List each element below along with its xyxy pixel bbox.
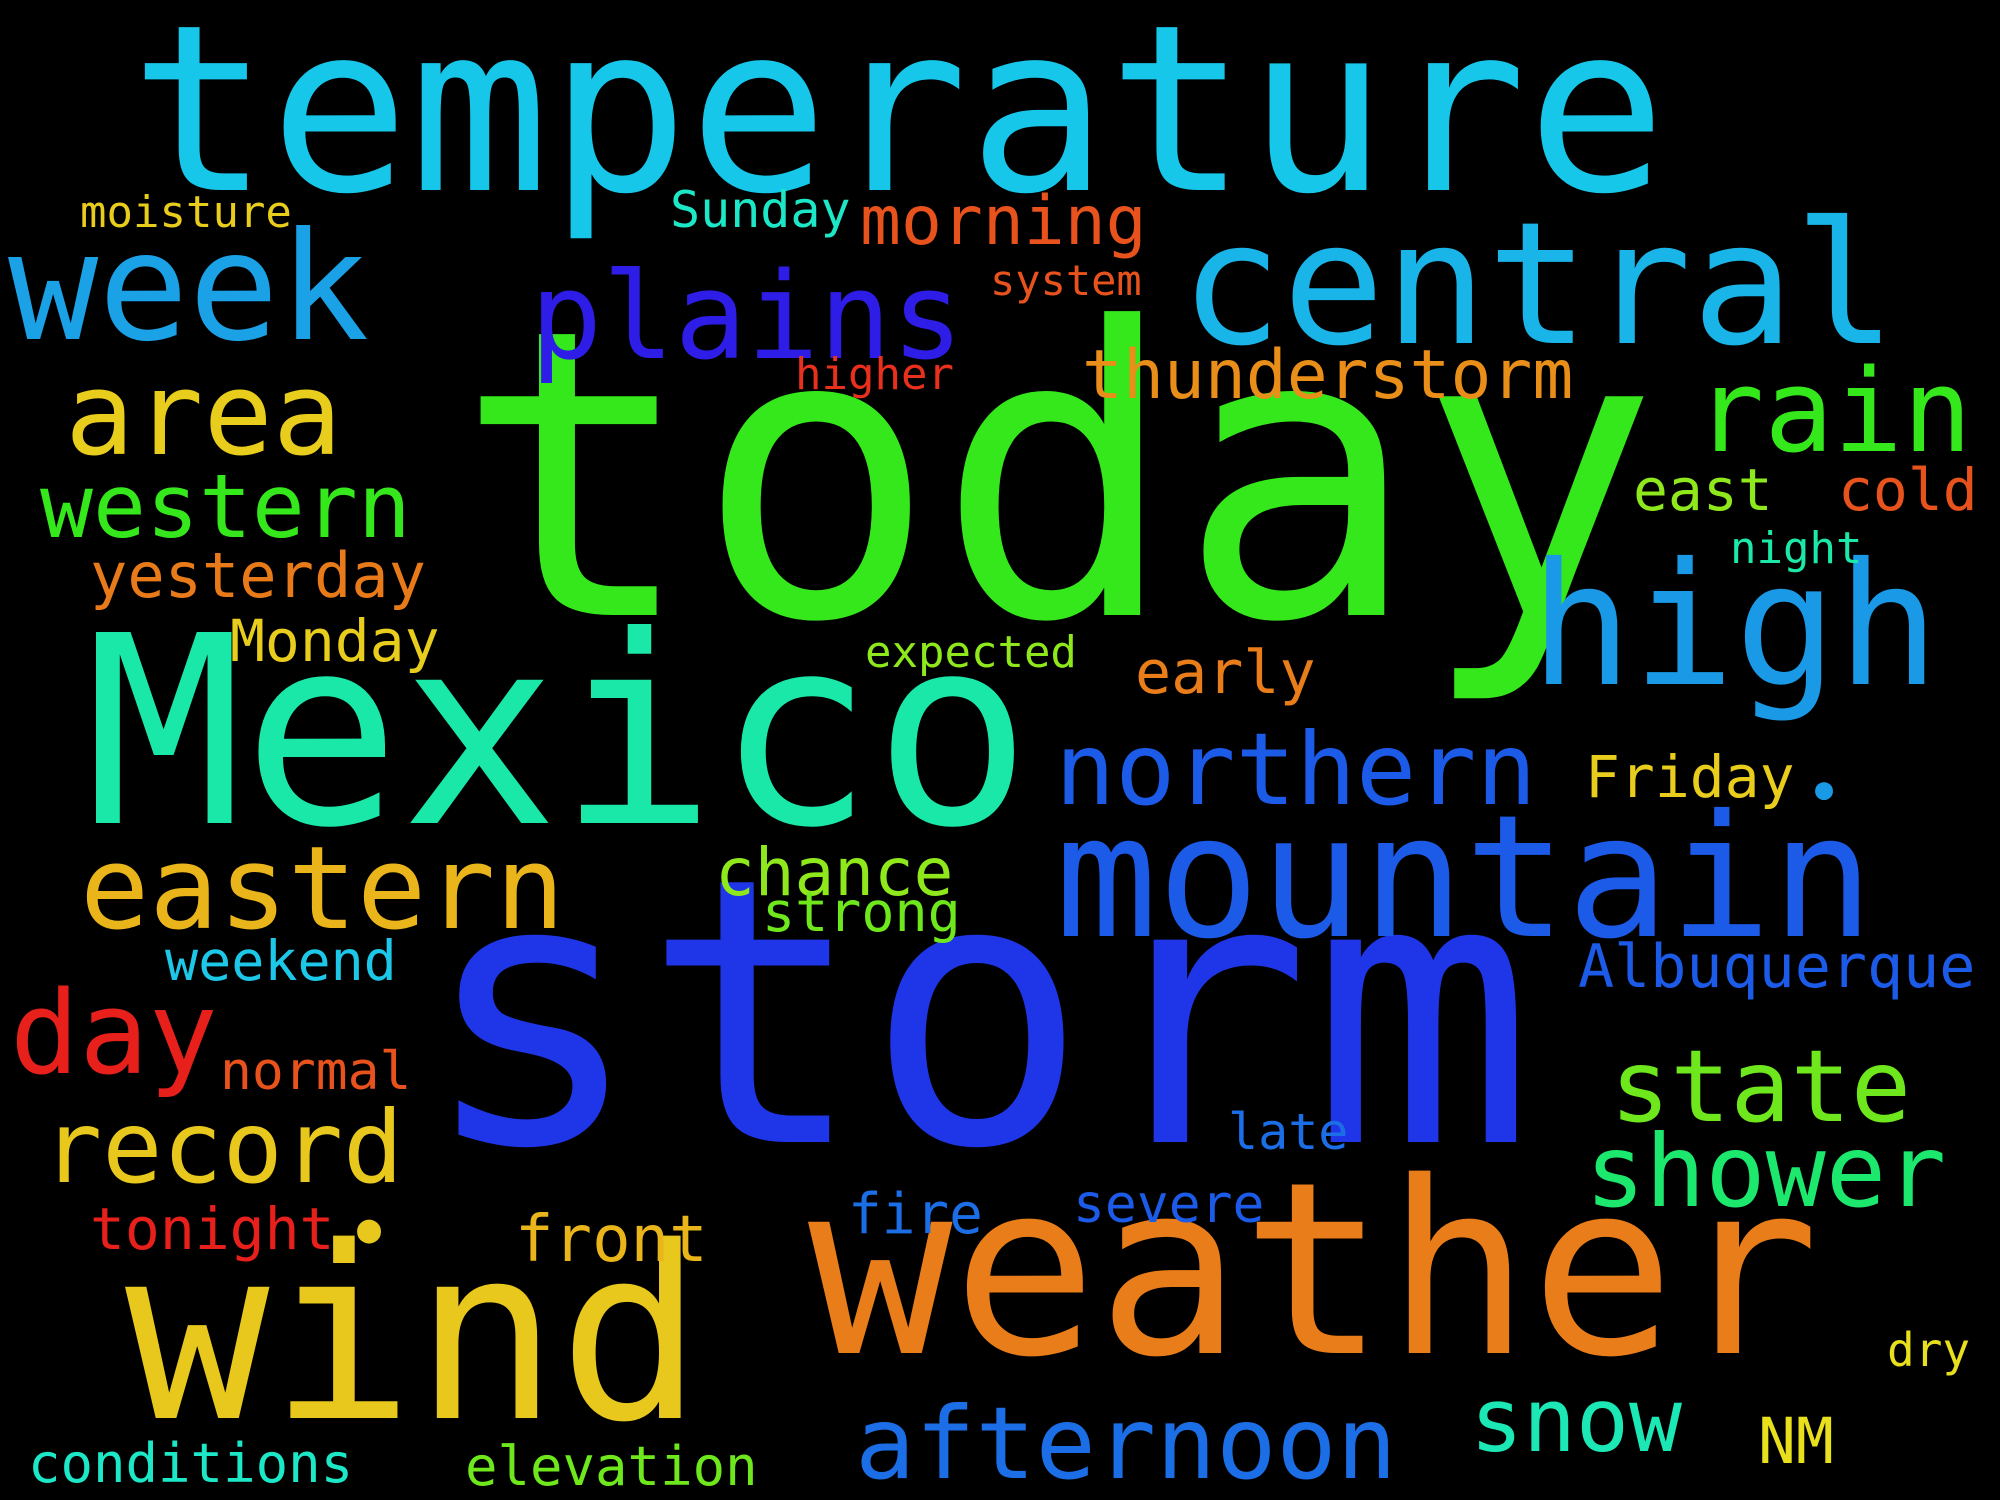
word-storm: storm [420, 800, 1534, 1230]
word-eastern: eastern [80, 822, 565, 956]
word-mountain: mountain [1055, 779, 1874, 977]
stray-dot-2: ● [1815, 772, 1834, 807]
word-plains: plains [530, 248, 964, 387]
word-wind: wind [125, 1195, 703, 1475]
word-week: week [8, 201, 370, 375]
stray-dot-1: ● [357, 1206, 382, 1252]
word-rain: rain [1695, 345, 1972, 479]
word-nm: NM [1758, 1405, 1834, 1478]
word-severe: severe [1073, 1174, 1265, 1235]
word-cold: cold [1838, 456, 1978, 524]
word-thunderstorm: thunderstorm [1082, 336, 1574, 415]
word-normal: normal [220, 1041, 412, 1102]
word-record: record [42, 1089, 404, 1206]
word-higher: higher [795, 349, 954, 400]
word-northern: northern [1055, 711, 1537, 828]
word-late: late [1228, 1103, 1349, 1161]
word-conditions: conditions [28, 1432, 354, 1495]
word-shower: shower [1585, 1113, 1947, 1230]
word-early: early [1135, 638, 1316, 708]
word-night: night [1730, 523, 1863, 574]
word-moisture: moisture [80, 187, 292, 238]
word-day: day [10, 967, 218, 1101]
word-central: central [1180, 186, 1897, 384]
word-monday: Monday [230, 607, 440, 675]
word-weather: weather [808, 1130, 1820, 1410]
word-western: western [40, 455, 411, 558]
word-today: today [455, 245, 1660, 710]
word-weekend: weekend [165, 929, 397, 993]
word-friday: Friday [1585, 743, 1795, 811]
word-albuquerque: Albuquerque [1578, 932, 1976, 1002]
word-dry: dry [1887, 1323, 1971, 1377]
word-area: area [65, 348, 342, 482]
word-afternoon: afternoon [855, 1385, 1397, 1500]
word-chance: chance [715, 834, 954, 911]
word-front: front [515, 1203, 708, 1277]
word-system: system [990, 256, 1142, 305]
word-sunday: Sunday [670, 181, 851, 239]
word-fire: fire [848, 1182, 983, 1247]
word-morning: morning [860, 182, 1147, 261]
word-tonight: tonight [90, 1195, 335, 1263]
word-temperature: temperature [130, 0, 1667, 245]
word-expected: expected [865, 627, 1077, 678]
word-snow: snow [1470, 1369, 1682, 1472]
word-strong: strong [762, 880, 961, 944]
word-high: high [1530, 527, 1940, 725]
word-east: east [1633, 456, 1773, 524]
word-yesterday: yesterday [90, 539, 426, 612]
word-elevation: elevation [465, 1435, 758, 1498]
word-state: state [1610, 1028, 1912, 1145]
word-mexico: Mexico [85, 580, 1032, 885]
